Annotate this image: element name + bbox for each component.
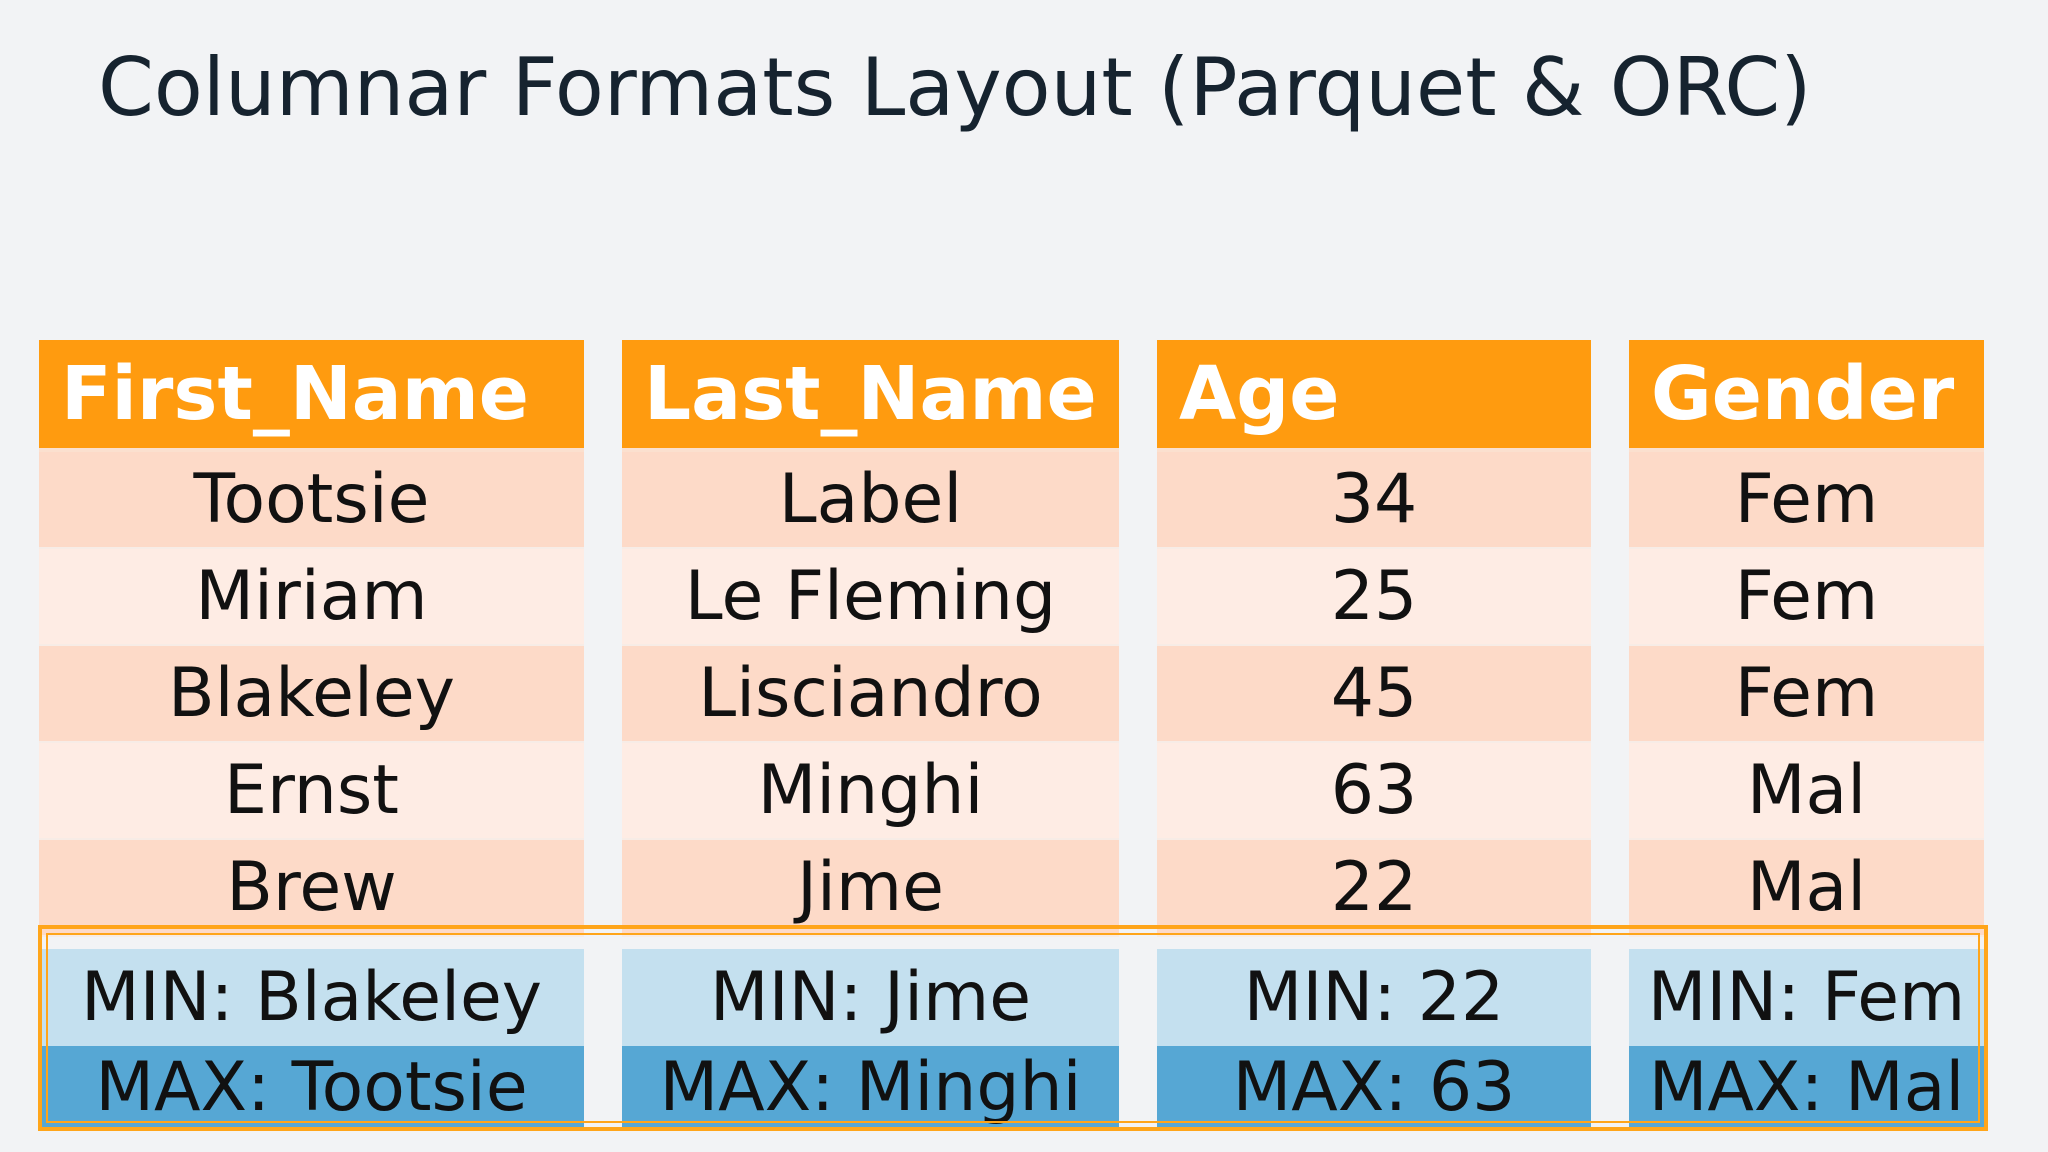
table-cell: Tootsie <box>39 452 584 549</box>
min-stat-cell: MIN: 22 <box>1157 949 1591 1046</box>
table-cell: Fem <box>1629 646 1984 743</box>
column-header: Last_Name <box>622 340 1119 452</box>
table-cell: 63 <box>1157 743 1591 840</box>
column-header: First_Name <box>39 340 584 452</box>
column-last-name: Last_Name Label Le Fleming Lisciandro Mi… <box>622 340 1119 1128</box>
slide-title: Columnar Formats Layout (Parquet & ORC) <box>98 41 1812 134</box>
column-first-name: First_Name Tootsie Miriam Blakeley Ernst… <box>39 340 584 1128</box>
table-cell: Minghi <box>622 743 1119 840</box>
column-header: Age <box>1157 340 1591 452</box>
max-stat-cell: MAX: Minghi <box>622 1046 1119 1128</box>
max-stat-cell: MAX: Mal <box>1629 1046 1984 1128</box>
table-cell: 45 <box>1157 646 1591 743</box>
table-cell: Lisciandro <box>622 646 1119 743</box>
table-cell: Le Fleming <box>622 549 1119 646</box>
table-cell: Brew <box>39 840 584 937</box>
min-stat-cell: MIN: Fem <box>1629 949 1984 1046</box>
max-stat-cell: MAX: 63 <box>1157 1046 1591 1128</box>
min-stat-cell: MIN: Blakeley <box>39 949 584 1046</box>
table-cell: Miriam <box>39 549 584 646</box>
table-cell: Fem <box>1629 452 1984 549</box>
column-header: Gender <box>1629 340 1984 452</box>
table-cell: 25 <box>1157 549 1591 646</box>
table-cell: 22 <box>1157 840 1591 937</box>
table-cell: Mal <box>1629 743 1984 840</box>
table-cell: Blakeley <box>39 646 584 743</box>
min-stat-cell: MIN: Jime <box>622 949 1119 1046</box>
table-cell: Mal <box>1629 840 1984 937</box>
column-gender: Gender Fem Fem Fem Mal Mal MIN: Fem MAX:… <box>1629 340 1984 1128</box>
max-stat-cell: MAX: Tootsie <box>39 1046 584 1128</box>
table-cell: Fem <box>1629 549 1984 646</box>
column-age: Age 34 25 45 63 22 MIN: 22 MAX: 63 <box>1157 340 1591 1128</box>
table-cell: 34 <box>1157 452 1591 549</box>
table-cell: Jime <box>622 840 1119 937</box>
table-cell: Label <box>622 452 1119 549</box>
table-cell: Ernst <box>39 743 584 840</box>
